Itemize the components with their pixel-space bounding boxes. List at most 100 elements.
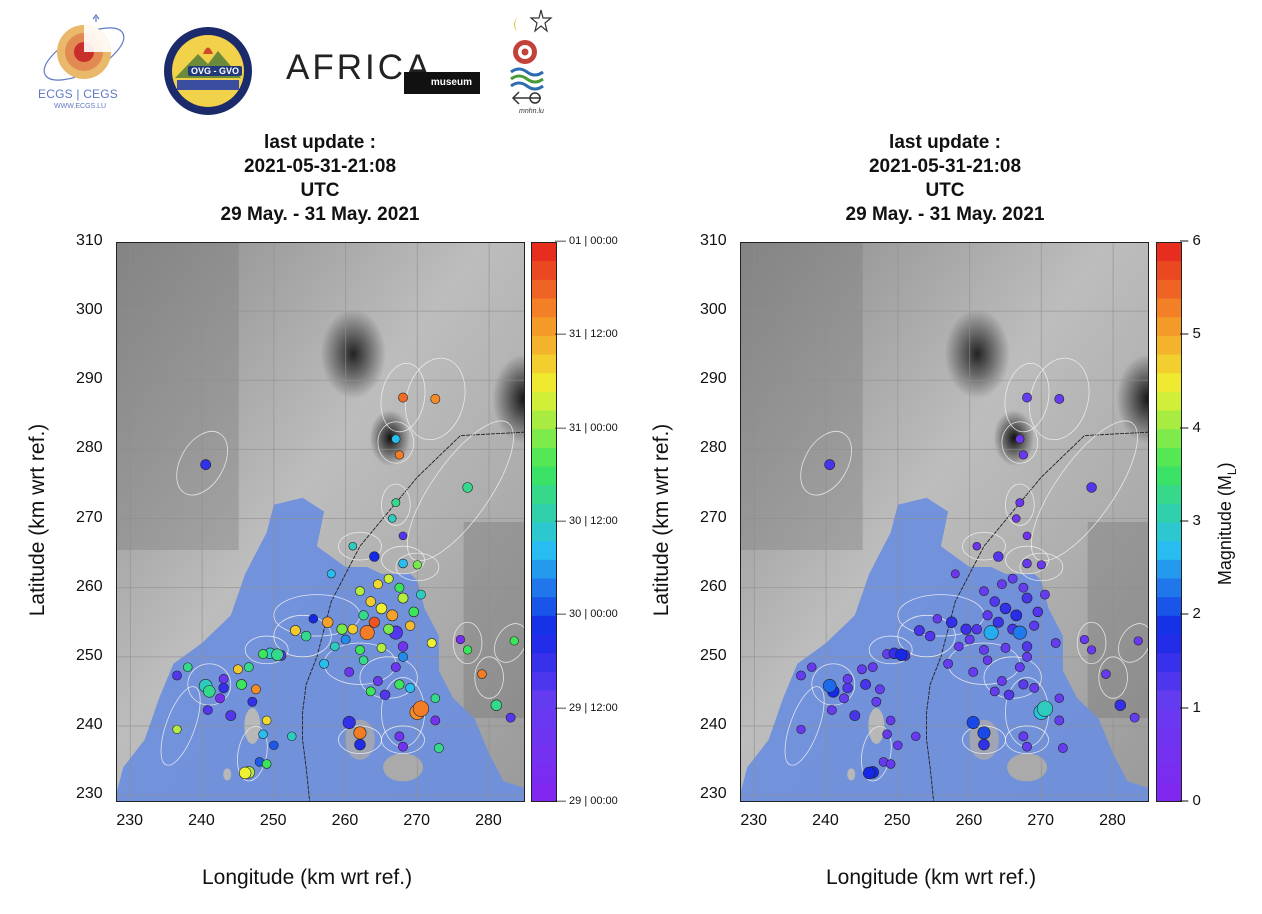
earthquake-point — [982, 655, 993, 666]
earthquake-point — [983, 625, 999, 641]
earthquake-point — [172, 670, 182, 681]
earthquake-point — [271, 648, 284, 661]
earthquake-point — [330, 641, 340, 652]
earthquake-point — [1022, 741, 1032, 752]
earthquake-point — [932, 614, 943, 624]
y-tick-label: 300 — [700, 301, 727, 319]
border-line — [926, 431, 1149, 802]
colorbar-segment — [1156, 466, 1182, 486]
x-tick-label: 230 — [740, 812, 768, 829]
earthquake-point — [251, 684, 261, 695]
error-ellipse — [338, 531, 382, 561]
colorbar-segment — [531, 316, 557, 336]
earthquake-point — [875, 684, 885, 695]
earthquake-point — [893, 740, 903, 751]
earthquake-point — [1029, 620, 1040, 631]
earthquake-point — [842, 682, 853, 694]
earthquake-point — [287, 731, 297, 742]
x-tick-label: 230 — [116, 812, 144, 829]
y-tick-label: 240 — [76, 715, 103, 733]
earthquake-point — [1086, 482, 1097, 493]
earthquake-point — [215, 693, 225, 704]
colorbar-segment — [1156, 503, 1182, 523]
earthquake-point — [1014, 662, 1025, 673]
earthquake-point — [1015, 434, 1025, 444]
colorbar-segment — [1156, 727, 1182, 747]
earthquake-point — [1036, 700, 1054, 717]
earthquake-point — [882, 729, 892, 739]
earthquake-point — [430, 693, 441, 704]
earthquake-point — [200, 459, 212, 470]
colorbar-label-end: ) — [1215, 462, 1236, 469]
colorbar-segment — [531, 391, 557, 411]
earthquake-point — [871, 696, 882, 707]
earthquake-point — [1032, 606, 1044, 618]
colorbar-segment — [531, 484, 557, 504]
panel2-title-line-1: last update : — [889, 132, 1001, 153]
earthquake-point — [860, 679, 871, 690]
panel1-x-axis-label: Longitude (km wrt ref.) — [202, 866, 413, 889]
earthquake-point — [977, 726, 991, 740]
earthquake-point — [943, 658, 953, 669]
earthquake-point — [386, 609, 399, 622]
colorbar-segment — [531, 634, 557, 654]
earthquake-point — [862, 766, 876, 780]
earthquake-point — [885, 715, 896, 726]
colorbar-segment — [531, 242, 557, 262]
earthquake-point — [989, 596, 1000, 607]
error-ellipse — [494, 623, 525, 663]
colorbar-segment — [531, 708, 557, 728]
earthquake-point — [954, 641, 964, 652]
panel1-title-line-3: UTC — [300, 180, 340, 201]
earthquake-point — [822, 679, 837, 693]
y-tick-label: 230 — [700, 785, 727, 803]
earthquake-point — [183, 662, 193, 672]
africa-museum-tag: museum — [404, 72, 480, 94]
error-ellipse — [1118, 623, 1149, 663]
earthquake-point — [398, 558, 408, 569]
colorbar-tick-label: — 01 | 00:00 — [555, 235, 618, 247]
colorbar-tick-label: — 30 | 00:00 — [555, 608, 618, 621]
earthquake-point — [807, 662, 817, 672]
earthquake-point — [972, 541, 982, 551]
panel1-plot — [116, 242, 525, 802]
colorbar-segment — [531, 522, 557, 542]
earthquake-point — [342, 715, 356, 729]
colorbar-segment — [531, 596, 557, 616]
colorbar-segment — [1156, 410, 1182, 430]
earthquake-point — [376, 642, 387, 653]
earthquake-point — [258, 649, 268, 659]
error-ellipse — [1005, 725, 1049, 755]
colorbar-segment — [1156, 652, 1182, 672]
earthquake-point — [390, 662, 401, 673]
panel2-colorbar — [1156, 242, 1182, 802]
earthquake-point — [394, 679, 405, 690]
earthquake-point — [394, 582, 405, 593]
colorbar-segment — [1156, 559, 1182, 579]
panel2-x-axis-label: Longitude (km wrt ref.) — [826, 866, 1037, 889]
earthquake-point — [430, 394, 441, 404]
colorbar-frame — [1156, 242, 1182, 802]
logo-bar: ECGS | CEGS WWW.ECGS.LU OVG - GVO AFRICA… — [0, 0, 600, 130]
colorbar-segment — [1156, 671, 1182, 691]
earthquake-point — [1040, 589, 1050, 600]
earthquake-point — [261, 715, 272, 726]
earthquake-point — [319, 658, 329, 669]
mnhn-logo-text: mnhn.lu — [519, 108, 544, 115]
earthquake-point — [1022, 531, 1032, 541]
earthquake-point — [1018, 582, 1029, 593]
panel2-title-line-3: UTC — [925, 180, 965, 201]
earthquake-point — [368, 616, 380, 628]
error-ellipse — [452, 621, 483, 665]
colorbar-segment — [531, 410, 557, 430]
earthquake-point — [477, 669, 487, 679]
lake-island — [223, 768, 232, 781]
colorbar-segment — [1156, 298, 1182, 318]
error-ellipse — [811, 663, 856, 706]
colorbar-tick-label: – 4 — [1180, 418, 1201, 436]
y-tick-label: 260 — [76, 577, 103, 595]
earthquake-point — [999, 602, 1012, 615]
earthquake-point — [826, 705, 837, 715]
earthquake-point — [960, 623, 972, 635]
earthquake-point — [391, 498, 401, 508]
